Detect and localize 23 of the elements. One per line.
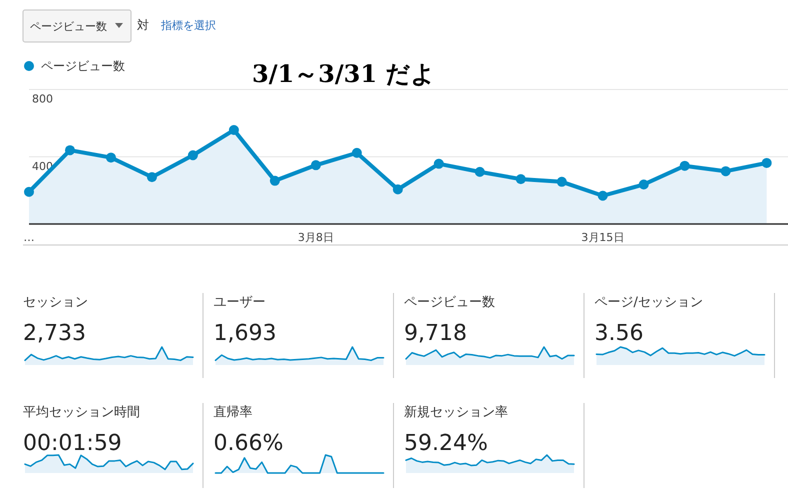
text: 指標を選択 [160,19,216,32]
chart-title: 平均セッション時間 [23,405,140,420]
x-tick-label: 3月8日 [298,231,334,244]
chart-title: ユーザー [214,295,266,310]
x-tick-label: 3月15日 [581,231,624,244]
chart-title: ページ/セッション [594,295,703,310]
x-tick-label: … [24,231,34,244]
text: ページビュー数 [30,20,107,33]
text: 対 [137,18,149,32]
annotation: 0.66% [214,431,284,456]
annotation: 59.24% [404,431,488,456]
text: 3.56 [594,321,644,346]
text: 9,718 [404,321,467,346]
y-tick-label: 800 [32,92,53,106]
text: 1,693 [214,321,276,346]
chart-title: 新規セッション率 [404,404,508,420]
chart-title: 直帰率 [214,404,252,420]
text: 3/1～3/31 だよ [252,59,436,88]
text: 2,733 [23,321,86,346]
chart-title: ページビュー数 [404,295,495,310]
annotation: 00:01:59 [23,431,122,456]
chart-title: セッション [23,295,88,310]
legend-label: ページビュー数 [41,59,125,73]
